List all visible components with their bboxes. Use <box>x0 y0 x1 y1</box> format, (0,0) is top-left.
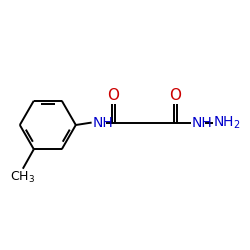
Text: CH$_3$: CH$_3$ <box>10 170 35 185</box>
Text: NH$_2$: NH$_2$ <box>213 114 241 131</box>
Text: NH: NH <box>192 116 212 130</box>
Text: O: O <box>108 88 120 103</box>
Text: O: O <box>170 88 181 103</box>
Text: NH: NH <box>93 116 114 130</box>
